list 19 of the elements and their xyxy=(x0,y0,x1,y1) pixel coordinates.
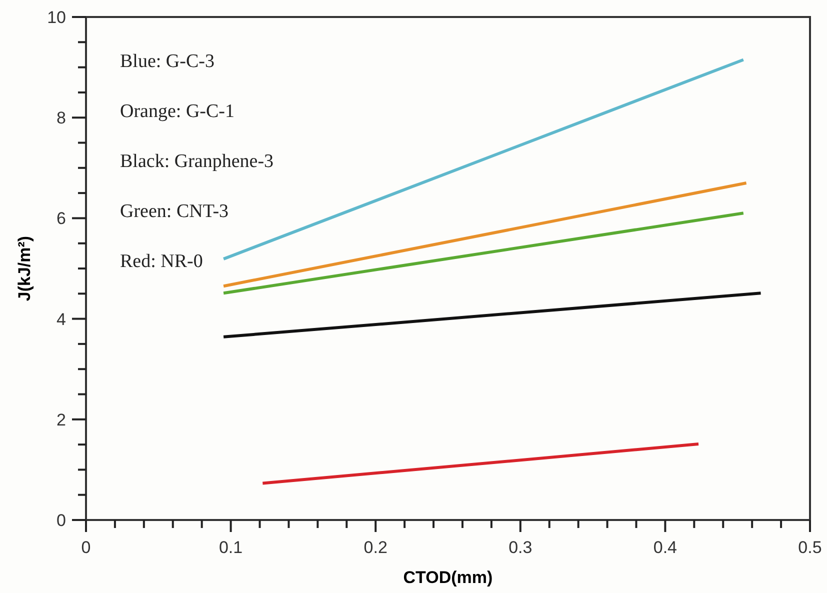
y-tick-label: 8 xyxy=(56,108,66,128)
annotation: Green: CNT-3 xyxy=(120,201,229,222)
y-tick-label: 2 xyxy=(56,410,66,430)
y-axis-title: J(kJ/m²) xyxy=(15,236,34,302)
x-tick-label: 0 xyxy=(81,538,91,557)
x-tick-label: 0.2 xyxy=(364,538,388,557)
annotation: Blue: G-C-3 xyxy=(120,51,214,72)
x-tick-label: 0.3 xyxy=(508,538,532,557)
annotation: Red: NR-0 xyxy=(120,251,203,272)
x-tick-label: 0.1 xyxy=(218,538,243,557)
y-tick-label: 6 xyxy=(56,209,66,228)
y-tick-label: 4 xyxy=(56,310,66,329)
x-axis-title: CTOD(mm) xyxy=(403,568,493,587)
x-tick-label: 0.4 xyxy=(653,538,678,557)
annotation: Orange: G-C-1 xyxy=(120,101,234,122)
annotation: Black: Granphene-3 xyxy=(120,151,274,172)
x-tick-label: 0.5 xyxy=(798,538,822,557)
y-tick-label: 0 xyxy=(56,510,66,530)
y-tick-label: 10 xyxy=(47,8,66,27)
